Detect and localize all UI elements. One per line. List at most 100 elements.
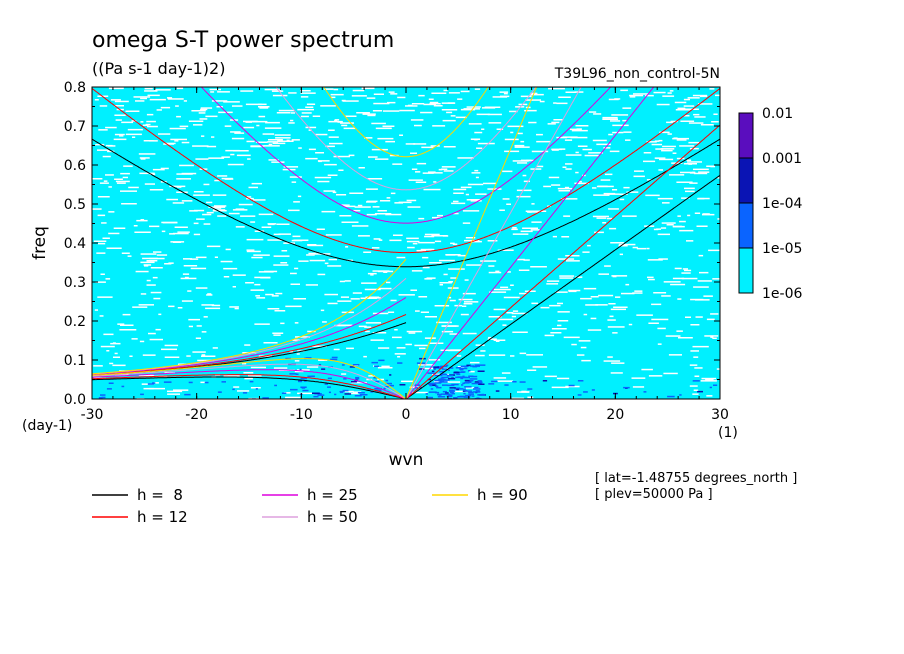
gap-streak — [293, 298, 306, 300]
gap-streak — [336, 194, 347, 196]
gap-streak — [149, 225, 160, 228]
gap-streak — [150, 267, 163, 269]
gap-streak — [188, 318, 200, 321]
gap-streak — [293, 201, 300, 203]
gap-streak — [677, 298, 682, 300]
gap-streak — [251, 256, 263, 259]
inertia-gravity-curve — [200, 87, 612, 224]
gap-streak — [704, 335, 719, 337]
gap-streak — [169, 127, 186, 130]
gap-streak — [615, 296, 621, 298]
power-blob — [344, 393, 352, 395]
gap-streak — [622, 107, 632, 109]
power-blob — [438, 395, 442, 397]
gap-streak — [365, 330, 370, 333]
gap-streak — [506, 312, 514, 314]
gap-streak — [407, 246, 415, 249]
power-blob — [312, 392, 320, 394]
power-blob — [454, 397, 458, 399]
gap-streak — [463, 108, 480, 110]
gap-streak — [562, 136, 578, 138]
power-blob — [474, 364, 479, 366]
gap-streak — [546, 283, 559, 285]
gap-streak — [660, 148, 675, 150]
gap-streak — [250, 221, 256, 223]
gap-streak — [254, 230, 265, 232]
gap-streak — [607, 193, 620, 195]
power-blob — [481, 393, 484, 396]
gap-streak — [702, 213, 710, 215]
gap-streak — [100, 273, 105, 275]
gap-streak — [462, 305, 467, 307]
gap-streak — [681, 197, 690, 199]
gap-streak — [212, 194, 227, 196]
gap-streak — [176, 87, 184, 90]
power-blob — [445, 392, 449, 394]
gap-streak — [261, 226, 272, 228]
gap-streak — [622, 119, 627, 122]
gap-streak — [568, 290, 577, 293]
gap-streak — [676, 157, 685, 160]
gap-streak — [327, 302, 338, 305]
colorbar: 0.01 0.001 1e-04 1e-05 1e-06 — [738, 106, 802, 302]
gap-streak — [488, 354, 506, 356]
gap-streak — [471, 240, 482, 243]
gap-streak — [428, 171, 436, 173]
gap-streak — [654, 140, 660, 142]
power-blob — [352, 364, 360, 366]
gap-streak — [465, 193, 469, 196]
gap-streak — [164, 356, 180, 358]
low-power-gaps — [92, 87, 720, 399]
gap-streak — [132, 306, 148, 308]
gap-streak — [441, 325, 457, 327]
gap-streak — [419, 347, 426, 350]
gap-streak — [115, 119, 122, 121]
gap-streak — [717, 218, 720, 220]
gap-streak — [405, 343, 412, 346]
gap-streak — [341, 373, 347, 375]
gap-streak — [200, 107, 213, 109]
gap-streak — [641, 368, 653, 371]
gap-streak — [305, 284, 318, 286]
power-blob — [357, 392, 365, 394]
gap-streak — [229, 306, 239, 308]
gap-streak — [254, 283, 261, 286]
gap-streak — [661, 149, 673, 152]
gap-streak — [114, 178, 123, 180]
power-blob — [431, 370, 435, 373]
gap-streak — [206, 201, 213, 204]
gap-streak — [569, 128, 582, 131]
gap-streak — [253, 199, 266, 201]
y-tick-label: 0.2 — [64, 314, 86, 330]
gap-streak — [98, 129, 108, 131]
power-blob — [462, 375, 465, 378]
gap-streak — [251, 182, 262, 185]
gap-streak — [272, 332, 284, 334]
gap-streak — [413, 143, 427, 145]
legend-label: h = 12 — [137, 508, 188, 526]
gap-streak — [301, 112, 312, 114]
gap-streak — [92, 208, 102, 210]
gap-streak — [665, 335, 681, 337]
gap-streak — [543, 185, 551, 188]
gap-streak — [174, 140, 179, 142]
gap-streak — [256, 124, 260, 127]
gap-streak — [519, 352, 527, 355]
gap-streak — [514, 144, 525, 147]
gap-streak — [214, 179, 221, 182]
power-blob — [577, 380, 584, 382]
gap-streak — [511, 315, 516, 318]
power-blob — [341, 364, 345, 366]
gap-streak — [221, 156, 230, 158]
gap-streak — [230, 131, 241, 133]
gap-streak — [271, 161, 285, 163]
gap-streak — [307, 330, 316, 333]
x-axis-label: wvn — [389, 450, 424, 470]
gap-streak — [670, 283, 686, 286]
gap-streak — [623, 186, 630, 189]
gap-streak — [390, 192, 396, 195]
gap-streak — [603, 147, 611, 149]
gap-streak — [328, 136, 339, 138]
gap-streak — [265, 293, 274, 296]
power-blob — [476, 365, 480, 367]
